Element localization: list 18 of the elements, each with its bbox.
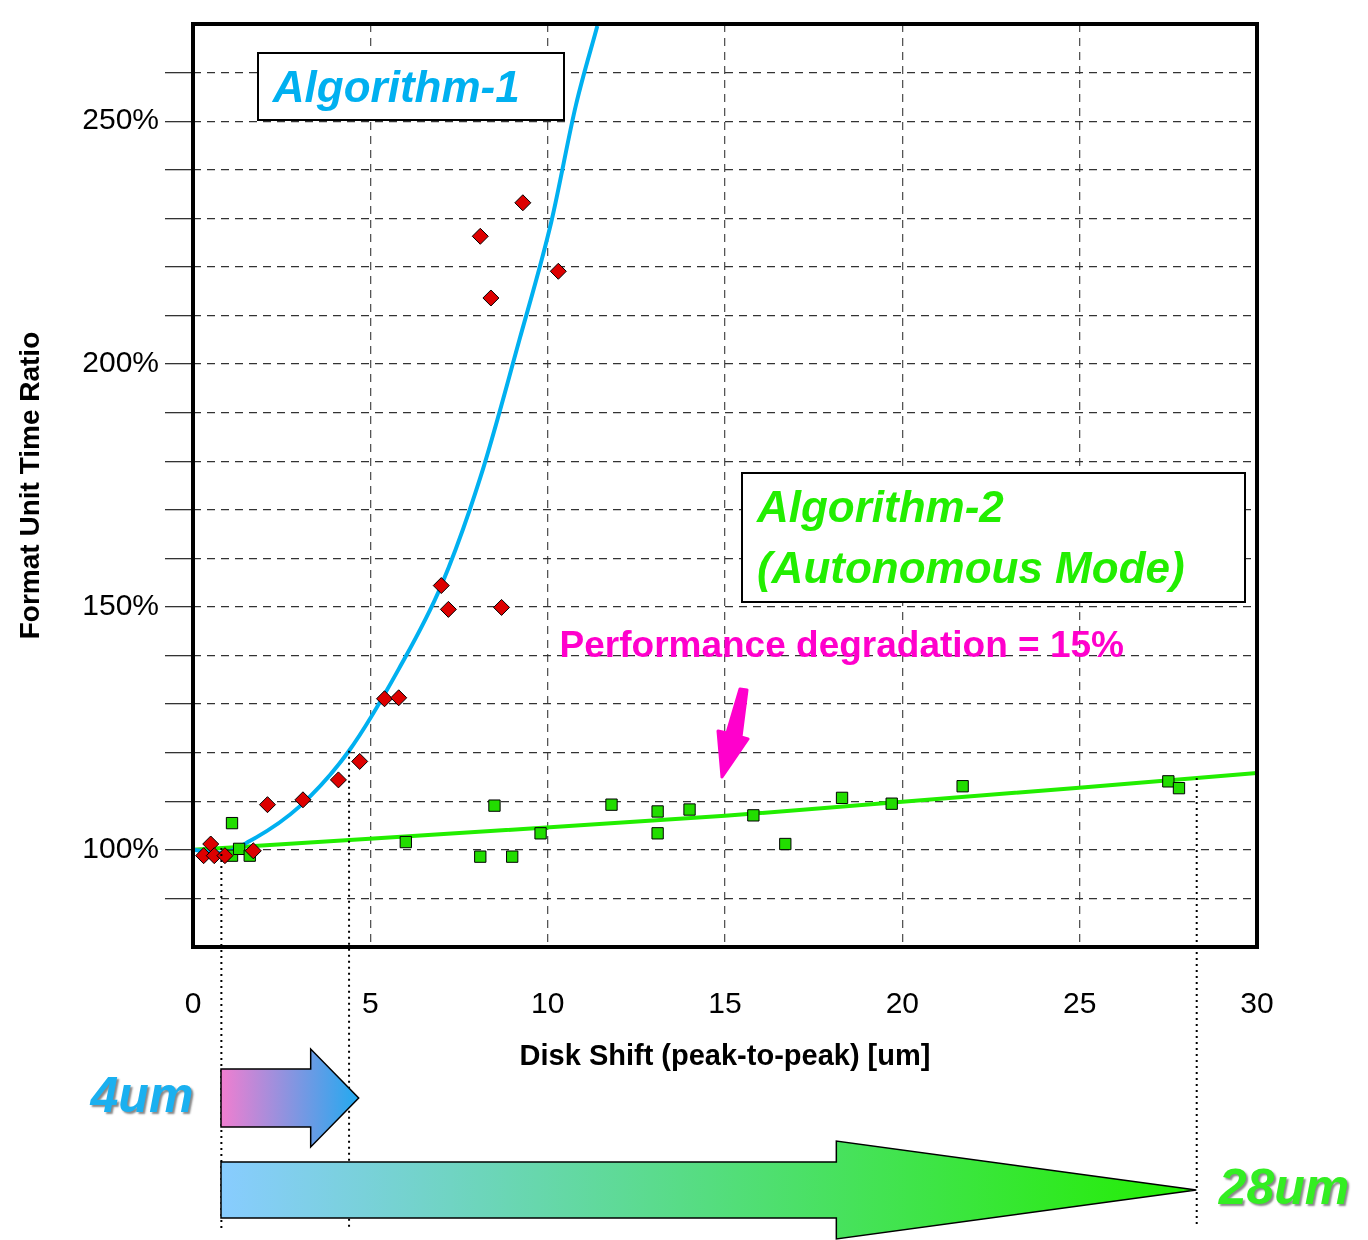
x-tick-label: 30 <box>1240 986 1274 1020</box>
x-axis-title: Disk Shift (peak-to-peak) [um] <box>519 1038 931 1071</box>
y-tick-label: 200% <box>82 345 159 379</box>
y-tick-label: 250% <box>82 102 159 136</box>
x-tick-label: 20 <box>885 986 920 1020</box>
annotation: Performance degradation = 15% <box>559 624 1125 666</box>
y-tick-label: 100% <box>82 831 159 865</box>
x-tick-label: 10 <box>530 986 565 1020</box>
x-tick-label: 5 <box>361 986 379 1020</box>
x-tick-label: 25 <box>1062 986 1097 1020</box>
text: Algorithm-2 (Autonomous Mode) <box>740 471 1247 603</box>
text: 28um <box>1218 1158 1350 1216</box>
x-tick-label: 0 <box>184 986 202 1020</box>
y-tick-label: 150% <box>82 588 159 622</box>
text: 4um <box>90 1066 194 1124</box>
x-tick-label: 15 <box>708 986 742 1020</box>
y-axis-title: Format Unit Time Ratio <box>13 331 45 640</box>
series-label: Algorithm-1 <box>256 51 566 122</box>
